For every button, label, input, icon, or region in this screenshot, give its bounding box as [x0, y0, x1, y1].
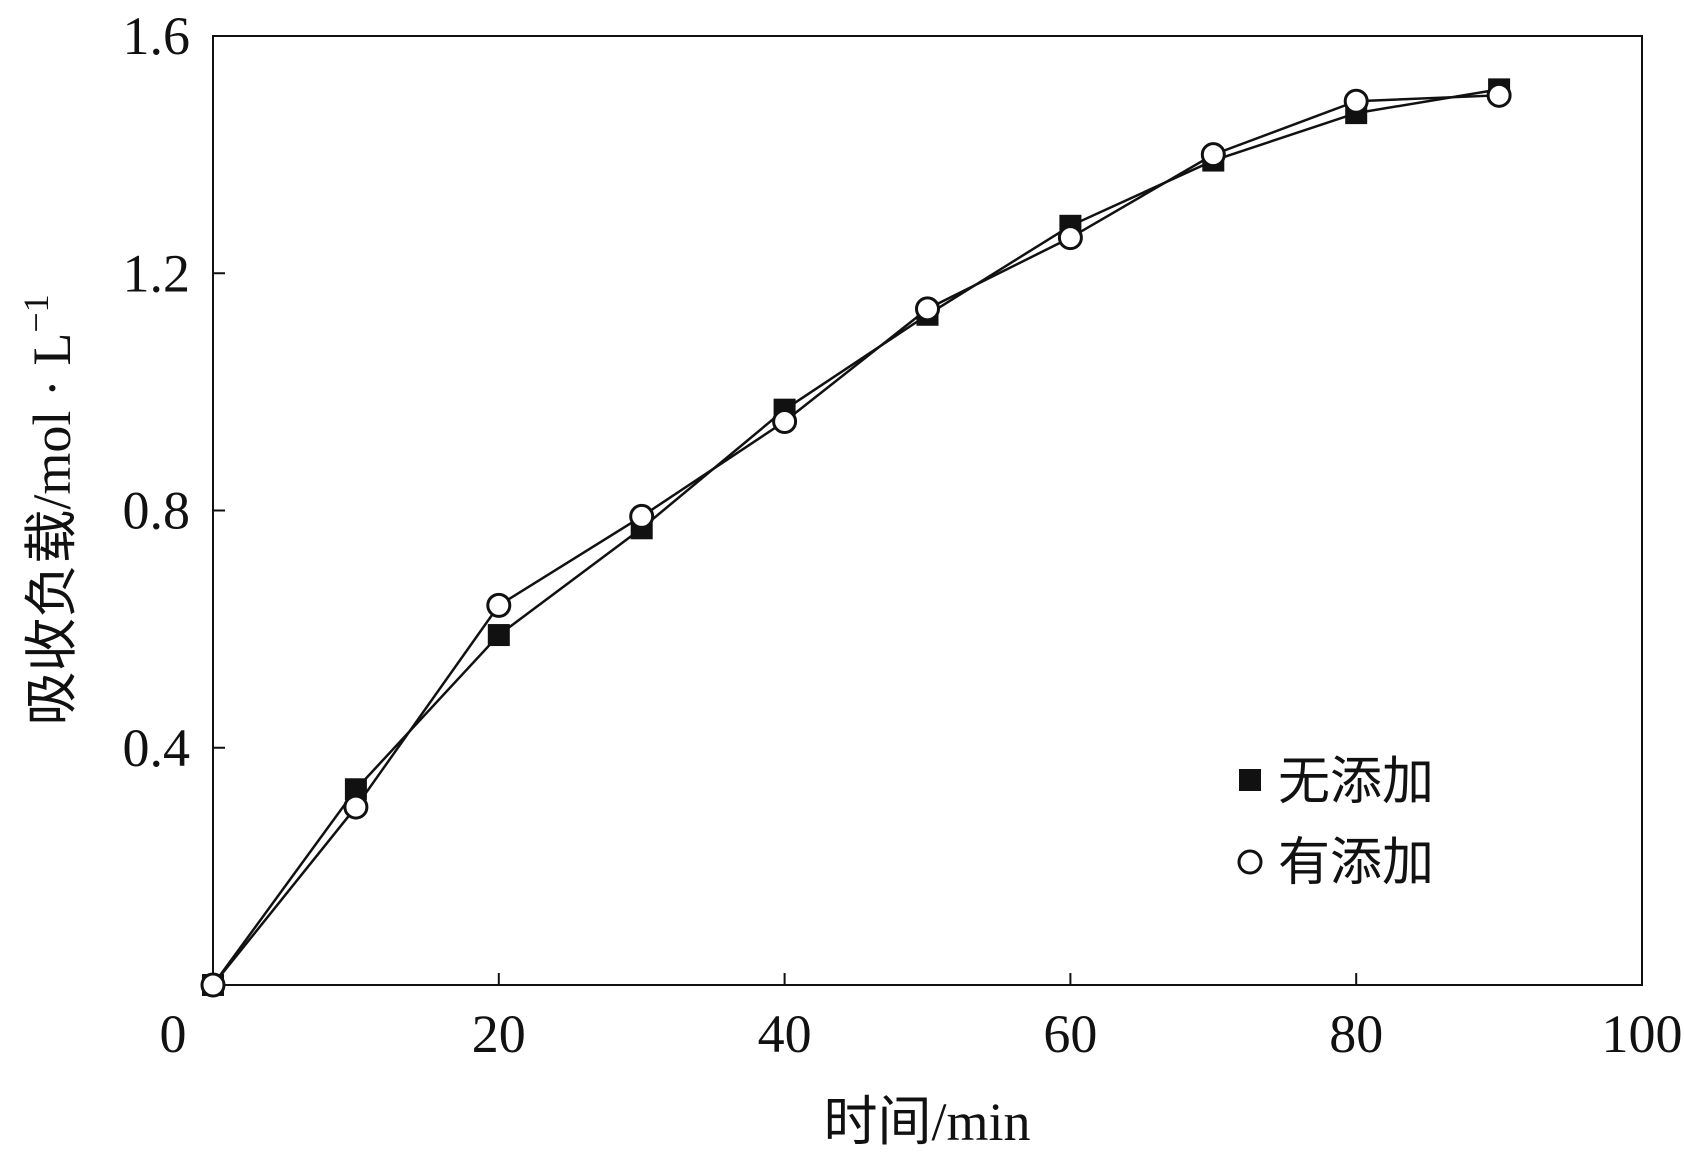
- series-2-point: [200, 972, 226, 998]
- y-axis-label: 吸收负载/mol · L−1: [16, 294, 82, 725]
- axis-ticks: [213, 272, 1358, 985]
- y-tick-label: 1.2: [123, 243, 191, 303]
- legend: 无添加 有添加: [1237, 754, 1434, 892]
- x-tick-label: 40: [758, 1004, 812, 1064]
- series-2-point: [915, 296, 940, 322]
- legend-label-series-2: 有添加: [1278, 835, 1434, 892]
- x-axis-label: 时间/min: [823, 1092, 1030, 1152]
- series-2-point: [1200, 142, 1226, 168]
- series-2-point: [1486, 82, 1512, 108]
- x-tick-label: 80: [1329, 1004, 1383, 1064]
- series-1-point: [344, 778, 367, 801]
- legend-marker-filled-square: [1239, 769, 1261, 791]
- y-axis-label-superscript: −1: [16, 294, 56, 332]
- x-tick-label: 60: [1043, 1004, 1097, 1064]
- series-2-point: [486, 592, 512, 618]
- y-tick-label: 0.8: [123, 481, 191, 541]
- y-axis-label-text: 吸收负载/mol · L−1: [16, 294, 82, 725]
- series-2-point: [343, 794, 369, 820]
- y-axis-label-main: 吸收负载/mol · L: [22, 333, 82, 726]
- y-tick-label: 1.6: [123, 6, 191, 66]
- series-line-1: [211, 88, 1500, 986]
- series-1-point: [487, 624, 510, 647]
- series-line-2: [212, 94, 1500, 986]
- x-tick-label: 0: [160, 1004, 187, 1064]
- series-2-point: [1057, 225, 1083, 251]
- series-2-point: [629, 503, 655, 529]
- axis-tick-labels: 0 20 40 60 80 100 0.4 0.8 1.2 1.6: [123, 6, 1683, 1064]
- x-tick-label: 100: [1602, 1004, 1683, 1064]
- series-2-point: [772, 409, 798, 435]
- legend-label-series-1: 无添加: [1278, 754, 1434, 811]
- series-layer: [200, 78, 1512, 998]
- y-tick-label: 0.4: [123, 718, 191, 778]
- legend-marker-open-circle: [1237, 849, 1263, 875]
- x-tick-label: 20: [472, 1004, 526, 1064]
- series-2-point: [1343, 88, 1369, 114]
